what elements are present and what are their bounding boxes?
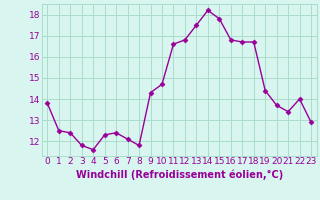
X-axis label: Windchill (Refroidissement éolien,°C): Windchill (Refroidissement éolien,°C) bbox=[76, 169, 283, 180]
